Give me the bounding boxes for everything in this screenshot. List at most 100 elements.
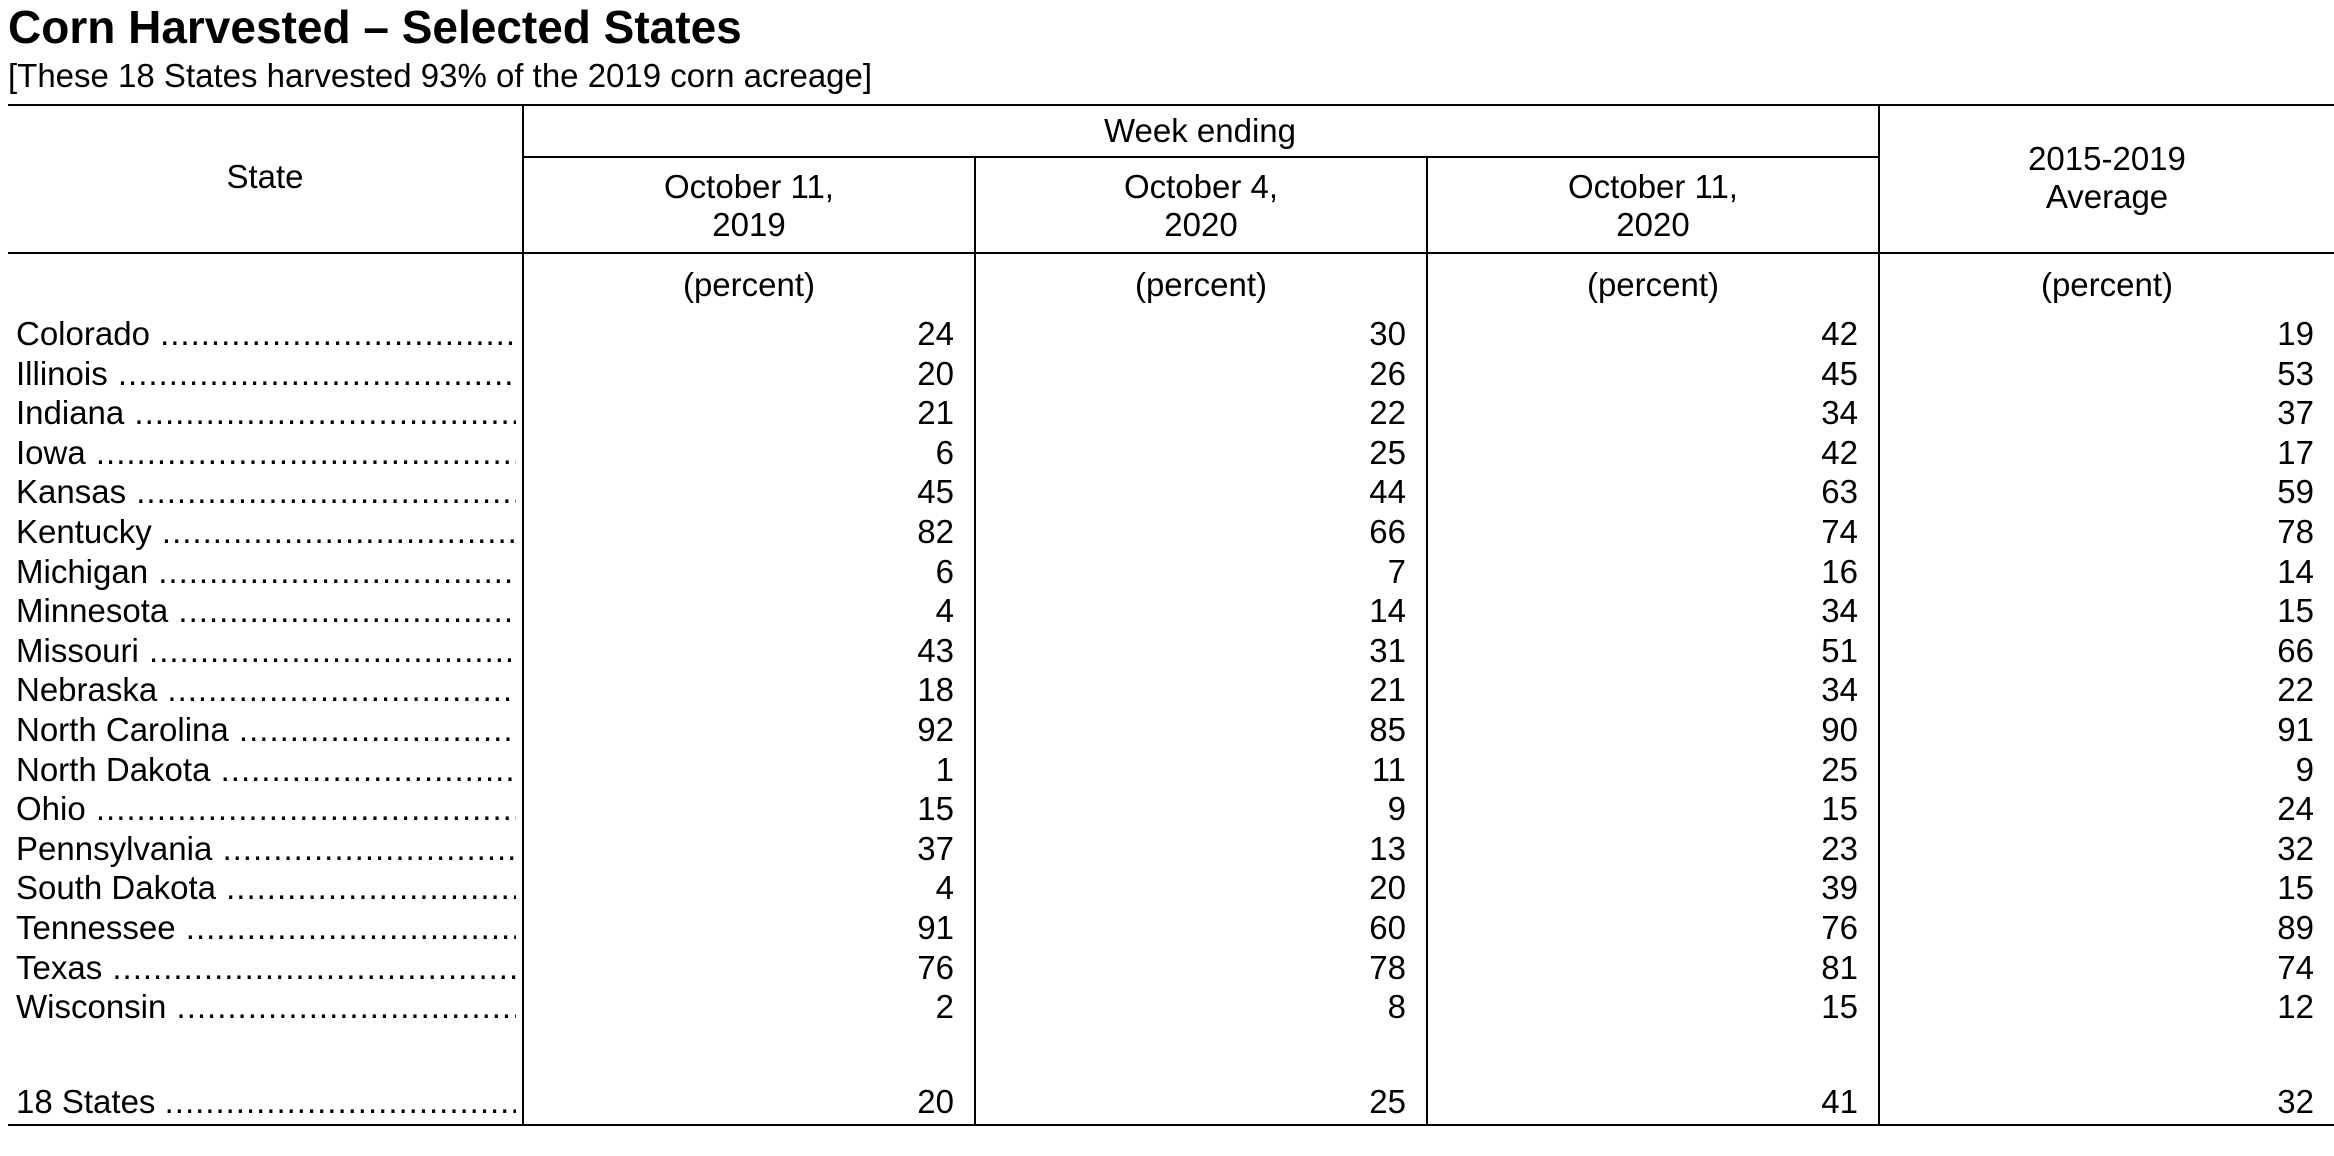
value-oct4-2020: 66: [1369, 513, 1406, 550]
value-oct11-2020: 42: [1821, 433, 1858, 471]
state-name: Nebraska ...............................…: [16, 670, 516, 710]
state-label: Kansas: [16, 473, 127, 511]
value-oct4-2020: 7: [1387, 552, 1406, 590]
value-average: 14: [2277, 552, 2314, 590]
table-row: South Dakota ...........................…: [8, 868, 2334, 908]
value-oct11-2020: 34: [1821, 394, 1858, 432]
value-oct11-2019: 82: [917, 513, 954, 550]
value-oct11-2020: 90: [1821, 711, 1858, 748]
state-name: South Dakota ...........................…: [16, 868, 516, 908]
leader-dots: ........................................…: [161, 513, 516, 550]
page-subtitle: [These 18 States harvested 93% of the 20…: [8, 57, 873, 94]
state-label: North Dakota: [16, 750, 211, 788]
leader-dots: ........................................…: [238, 711, 516, 748]
leader-dots: ........................................…: [158, 552, 516, 590]
column-header-line1: October 11,: [664, 168, 834, 205]
value-oct11-2020: 63: [1821, 473, 1858, 511]
state-name: Ohio ...................................…: [16, 789, 516, 829]
state-label: Ohio: [16, 790, 86, 828]
value-oct4-2020: 60: [1369, 909, 1406, 946]
value-oct4-2020: 8: [1387, 988, 1406, 1026]
value-oct11-2019: 18: [917, 671, 954, 709]
value-oct11-2020: 34: [1821, 671, 1858, 709]
value-oct11-2020: 42: [1821, 315, 1858, 352]
col-divider-state: [522, 104, 524, 1126]
state-label: Illinois: [16, 354, 108, 392]
col-divider-1: [974, 156, 976, 1126]
state-label: Pennsylvania: [16, 829, 213, 867]
value-oct11-2020: 15: [1821, 988, 1858, 1026]
state-label: South Dakota: [16, 869, 216, 907]
table-row: Texas ..................................…: [8, 948, 2334, 988]
leader-dots: ........................................…: [178, 592, 516, 630]
table-total-row: 18 States ..............................…: [8, 1082, 2334, 1122]
table-row: North Carolina .........................…: [8, 710, 2334, 750]
value-oct11-2019: 24: [917, 315, 954, 352]
value-oct11-2020: 51: [1821, 631, 1858, 669]
state-label: North Carolina: [16, 711, 229, 748]
value-average: 22: [2277, 671, 2314, 709]
column-header-line1: October 11,: [1568, 168, 1738, 205]
value-oct11-2020: 41: [1821, 1083, 1858, 1120]
value-oct4-2020: 20: [1369, 869, 1406, 907]
state-label: Iowa: [16, 433, 86, 471]
unit-label: (percent): [2040, 266, 2174, 303]
value-average: 66: [2277, 631, 2314, 669]
state-label: Nebraska: [16, 671, 158, 709]
value-oct4-2020: 13: [1369, 829, 1406, 867]
table-bottom-rule: [8, 1124, 2334, 1126]
table-row: Tennessee ..............................…: [8, 908, 2334, 948]
leader-dots: ........................................…: [222, 829, 516, 867]
state-label: Colorado: [16, 315, 150, 352]
value-oct11-2020: 16: [1821, 552, 1858, 590]
state-label: Michigan: [16, 552, 149, 590]
value-oct11-2020: 74: [1821, 513, 1858, 550]
table-top-rule: [8, 104, 2334, 106]
column-header-line2: 2019: [712, 206, 786, 243]
leader-dots: ........................................…: [95, 790, 516, 828]
value-oct4-2020: 78: [1369, 948, 1406, 986]
leader-dots: ........................................…: [167, 671, 516, 709]
column-header-line2: 2020: [1164, 206, 1238, 243]
column-header-line1: 2015-2019: [2028, 140, 2186, 177]
value-average: 19: [2277, 315, 2314, 352]
table-row: North Dakota ...........................…: [8, 750, 2334, 790]
state-name: Kansas .................................…: [16, 472, 516, 512]
table-row: Pennsylvania ...........................…: [8, 829, 2334, 869]
value-average: 59: [2277, 473, 2314, 511]
value-oct11-2019: 43: [917, 631, 954, 669]
column-header-average: 2015-2019 Average: [1880, 140, 2334, 216]
value-oct4-2020: 44: [1369, 473, 1406, 511]
value-oct4-2020: 14: [1369, 592, 1406, 630]
value-oct11-2019: 4: [935, 592, 954, 630]
table-row: Kentucky ...............................…: [8, 512, 2334, 552]
table-row: Kansas .................................…: [8, 472, 2334, 512]
value-oct11-2020: 76: [1821, 909, 1858, 946]
state-name: Illinois ...............................…: [16, 354, 516, 394]
value-oct4-2020: 31: [1369, 631, 1406, 669]
value-average: 78: [2277, 513, 2314, 550]
value-oct11-2020: 23: [1821, 829, 1858, 867]
value-average: 9: [2295, 750, 2314, 788]
value-oct4-2020: 85: [1369, 711, 1406, 748]
state-name: Colorado ...............................…: [16, 314, 516, 354]
state-label: Missouri: [16, 631, 139, 669]
value-oct11-2019: 45: [917, 473, 954, 511]
column-header-oct11-2019: October 11, 2019: [524, 168, 974, 244]
value-oct4-2020: 30: [1369, 315, 1406, 352]
table-row: Missouri ...............................…: [8, 631, 2334, 671]
state-name: Missouri ...............................…: [16, 631, 516, 671]
state-name: Pennsylvania ...........................…: [16, 829, 516, 869]
state-label: Indiana: [16, 394, 125, 432]
value-oct4-2020: 11: [1371, 750, 1406, 788]
value-oct11-2019: 15: [917, 790, 954, 828]
value-oct11-2019: 6: [935, 433, 954, 471]
value-oct11-2019: 20: [917, 354, 954, 392]
data-table: State Week ending October 11, 2019 Octob…: [8, 104, 2334, 1128]
column-header-line2: Average: [2045, 178, 2169, 215]
table-row: Colorado ...............................…: [8, 314, 2334, 354]
column-header-oct11-2020: October 11, 2020: [1428, 168, 1878, 244]
state-column-header: State: [226, 158, 304, 195]
value-oct11-2019: 4: [935, 869, 954, 907]
table-row: Illinois ...............................…: [8, 354, 2334, 394]
